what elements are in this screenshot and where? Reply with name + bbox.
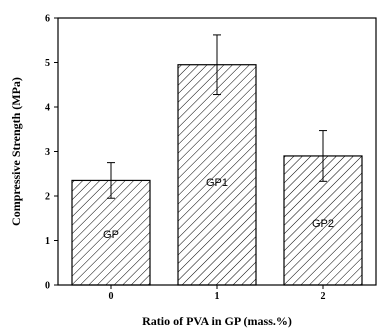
x-tick-label-0: 0 bbox=[109, 291, 114, 302]
x-tick-label-2: 2 bbox=[321, 291, 326, 302]
y-axis-title: Compressive Strength (MPa) bbox=[9, 77, 23, 226]
bar-label-GP1: GP1 bbox=[206, 177, 228, 189]
bar-label-GP2: GP2 bbox=[312, 218, 334, 230]
y-tick-label-0: 0 bbox=[45, 281, 50, 292]
y-tick-label-3: 3 bbox=[45, 147, 50, 158]
x-axis-title: Ratio of PVA in GP (mass.%) bbox=[142, 314, 292, 328]
y-tick-label-4: 4 bbox=[45, 103, 50, 114]
y-tick-label-2: 2 bbox=[45, 192, 50, 203]
y-tick-label-5: 5 bbox=[45, 58, 50, 69]
axes-layer: 0 1 2 0 1 2 3 4 5 6 bbox=[45, 14, 377, 302]
x-tick-label-1: 1 bbox=[215, 291, 220, 302]
y-tick-label-6: 6 bbox=[45, 14, 50, 25]
bar-label-GP: GP bbox=[103, 229, 119, 241]
bar-1 bbox=[177, 64, 257, 286]
y-tick-label-1: 1 bbox=[45, 236, 50, 247]
bars-layer: GP GP1 GP2 bbox=[71, 34, 363, 286]
